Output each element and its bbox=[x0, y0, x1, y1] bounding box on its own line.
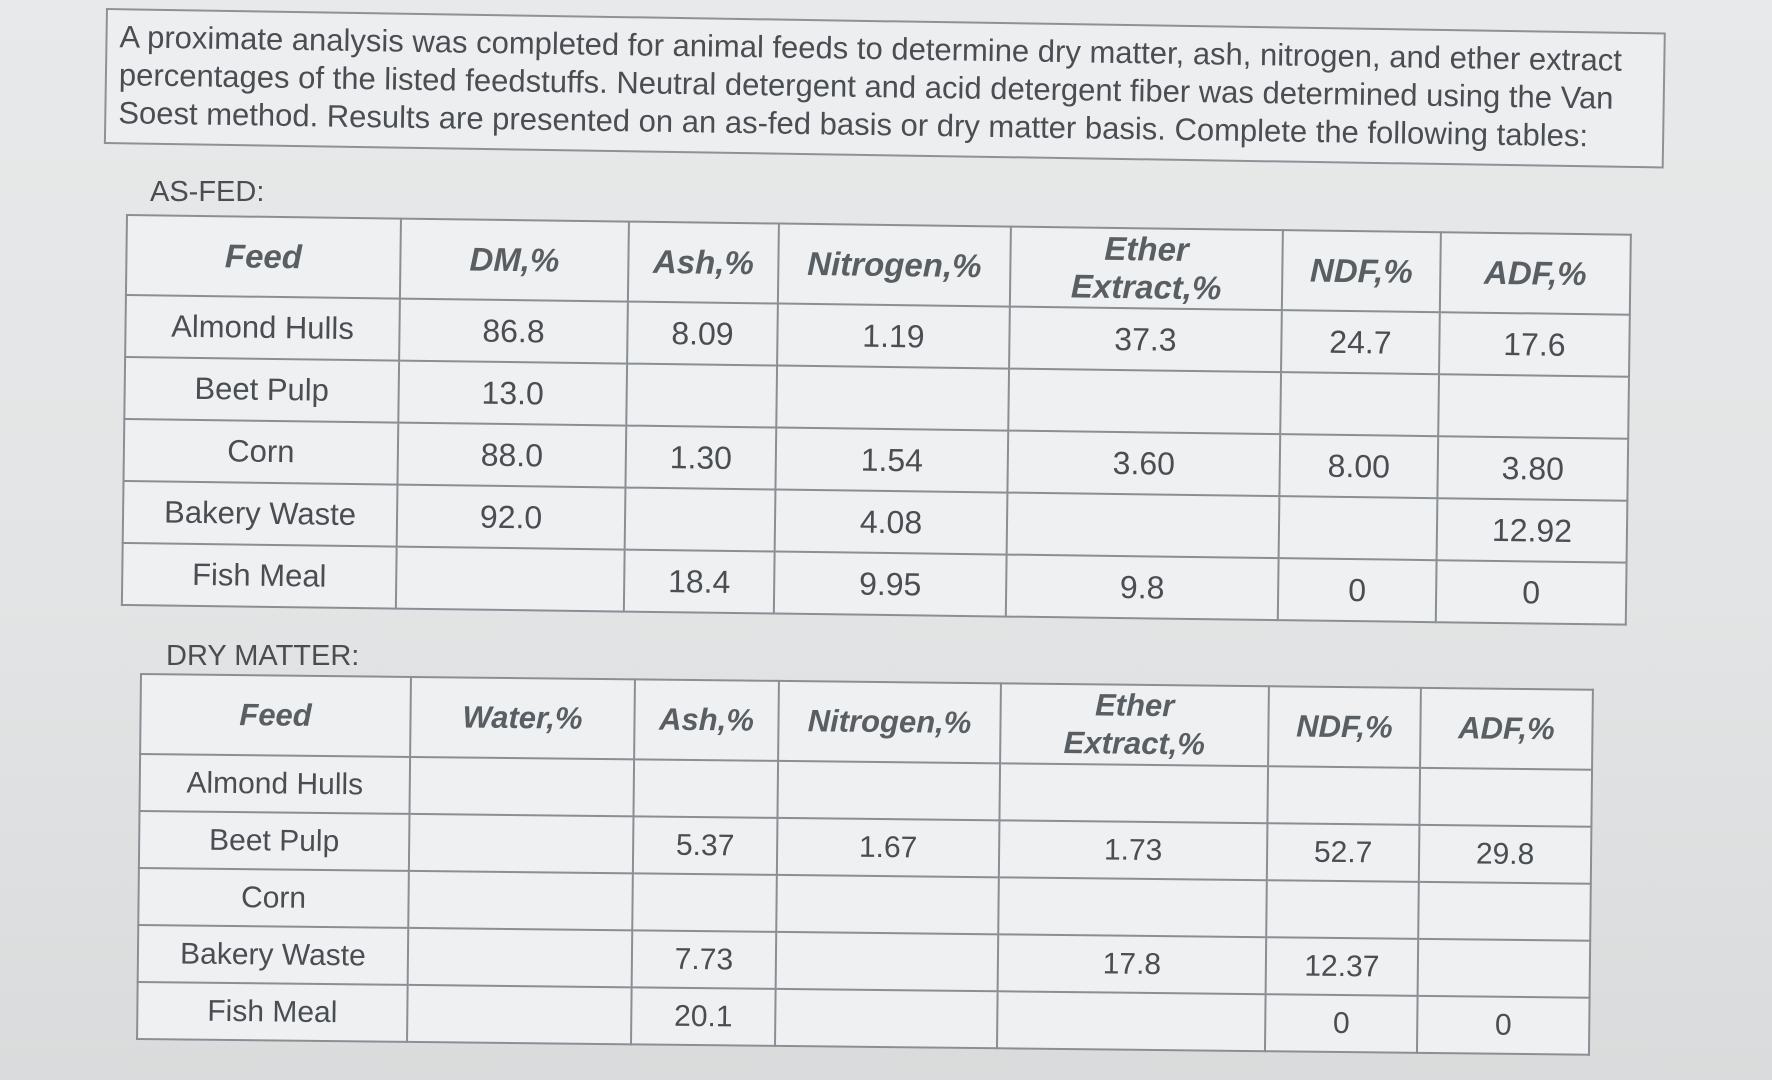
ash-cell[interactable] bbox=[633, 759, 779, 818]
ether-cell[interactable]: 37.3 bbox=[1009, 306, 1282, 373]
ash-cell[interactable] bbox=[632, 873, 777, 932]
header-adf: ADF,% bbox=[1420, 687, 1593, 770]
ash-cell[interactable]: 20.1 bbox=[631, 987, 776, 1046]
header-ndf: NDF,% bbox=[1268, 686, 1421, 768]
ash-cell[interactable]: 5.37 bbox=[632, 816, 778, 875]
water-cell[interactable] bbox=[408, 813, 634, 874]
feed-cell: Fish Meal bbox=[121, 542, 397, 609]
header-ash: Ash,% bbox=[627, 221, 779, 304]
feed-cell: Beet Pulp bbox=[138, 811, 410, 871]
ndf-cell[interactable]: 52.7 bbox=[1266, 823, 1420, 882]
ash-cell[interactable]: 8.09 bbox=[627, 301, 778, 366]
header-adf: ADF,% bbox=[1439, 232, 1631, 315]
nitrogen-cell[interactable] bbox=[775, 988, 998, 1049]
feed-cell: Almond Hulls bbox=[125, 295, 400, 361]
header-ether-extract: Ether Extract,% bbox=[1009, 226, 1283, 311]
water-cell[interactable] bbox=[407, 984, 632, 1045]
header-ether-line2: Extract,% bbox=[1070, 267, 1222, 307]
instructions-box: A proximate analysis was completed for a… bbox=[103, 8, 1666, 169]
ether-cell[interactable]: 1.73 bbox=[998, 820, 1268, 881]
header-ndf: NDF,% bbox=[1281, 230, 1441, 313]
nitrogen-cell[interactable] bbox=[777, 760, 1001, 821]
ash-cell[interactable] bbox=[626, 363, 778, 428]
ash-cell[interactable] bbox=[624, 487, 776, 552]
header-nitrogen: Nitrogen,% bbox=[777, 223, 1011, 307]
feed-cell: Bakery Waste bbox=[122, 480, 398, 547]
as-fed-table: Feed DM,% Ash,% Nitrogen,% Ether Extract,… bbox=[120, 214, 1632, 626]
nitrogen-cell[interactable] bbox=[776, 874, 999, 935]
feed-cell: Bakery Waste bbox=[137, 924, 409, 985]
nitrogen-cell[interactable]: 1.67 bbox=[776, 817, 1000, 878]
header-ether-line1: Ether bbox=[1094, 687, 1175, 724]
feed-cell: Corn bbox=[123, 418, 399, 485]
adf-cell[interactable] bbox=[1419, 767, 1593, 827]
ndf-cell[interactable]: 24.7 bbox=[1281, 310, 1440, 375]
ash-cell[interactable]: 7.73 bbox=[631, 930, 777, 989]
ndf-cell[interactable] bbox=[1278, 496, 1438, 561]
ether-cell[interactable]: 3.60 bbox=[1007, 430, 1281, 497]
adf-cell[interactable] bbox=[1418, 881, 1591, 941]
water-cell[interactable] bbox=[407, 927, 633, 988]
ether-cell[interactable] bbox=[1008, 368, 1282, 435]
header-ether-line2: Extract,% bbox=[1063, 724, 1206, 762]
ether-cell[interactable]: 9.8 bbox=[1005, 554, 1279, 621]
adf-cell[interactable]: 3.80 bbox=[1437, 436, 1629, 501]
dm-cell[interactable]: 92.0 bbox=[396, 484, 626, 550]
header-nitrogen: Nitrogen,% bbox=[778, 680, 1001, 764]
ash-cell[interactable]: 18.4 bbox=[623, 549, 775, 614]
header-feed: Feed bbox=[140, 674, 411, 757]
nitrogen-cell[interactable]: 9.95 bbox=[773, 551, 1007, 617]
dry-matter-label: DRY MATTER: bbox=[166, 640, 360, 672]
dry-matter-header-row: Feed Water,% Ash,% Nitrogen,% Ether Extra… bbox=[140, 674, 1593, 770]
nitrogen-cell[interactable] bbox=[775, 931, 999, 992]
ndf-cell[interactable]: 0 bbox=[1264, 994, 1418, 1053]
ether-cell[interactable] bbox=[1006, 492, 1280, 559]
nitrogen-cell[interactable]: 1.19 bbox=[777, 303, 1010, 369]
nitrogen-cell[interactable] bbox=[776, 365, 1010, 431]
ndf-cell[interactable]: 12.37 bbox=[1265, 937, 1419, 996]
dm-cell[interactable]: 13.0 bbox=[398, 360, 628, 426]
dm-cell[interactable] bbox=[395, 546, 625, 612]
ether-cell[interactable] bbox=[996, 991, 1266, 1052]
header-ether-extract: Ether Extract,% bbox=[1000, 683, 1269, 767]
water-cell[interactable] bbox=[408, 870, 633, 931]
ether-cell[interactable] bbox=[998, 877, 1267, 938]
adf-cell[interactable] bbox=[1438, 374, 1629, 439]
header-dm: DM,% bbox=[399, 218, 629, 302]
feed-cell: Fish Meal bbox=[137, 981, 408, 1042]
ether-cell[interactable] bbox=[999, 763, 1269, 824]
ether-cell[interactable]: 17.8 bbox=[997, 934, 1267, 995]
feed-cell: Almond Hulls bbox=[139, 754, 411, 814]
adf-cell[interactable]: 0 bbox=[1435, 560, 1627, 625]
ndf-cell[interactable]: 0 bbox=[1277, 558, 1437, 623]
dry-matter-table: Feed Water,% Ash,% Nitrogen,% Ether Extra… bbox=[136, 673, 1594, 1056]
dm-cell[interactable]: 88.0 bbox=[397, 422, 627, 488]
dm-cell[interactable]: 86.8 bbox=[399, 298, 628, 364]
header-feed: Feed bbox=[125, 215, 401, 299]
water-cell[interactable] bbox=[409, 756, 635, 817]
feed-cell: Corn bbox=[138, 867, 409, 928]
adf-cell[interactable]: 17.6 bbox=[1439, 312, 1630, 377]
ndf-cell[interactable] bbox=[1280, 372, 1440, 437]
ndf-cell[interactable] bbox=[1266, 880, 1419, 939]
adf-cell[interactable]: 12.92 bbox=[1436, 498, 1628, 563]
ndf-cell[interactable] bbox=[1267, 766, 1421, 825]
feed-cell: Beet Pulp bbox=[124, 357, 400, 423]
adf-cell[interactable] bbox=[1417, 938, 1591, 998]
nitrogen-cell[interactable]: 1.54 bbox=[775, 427, 1009, 493]
adf-cell[interactable]: 29.8 bbox=[1418, 824, 1592, 884]
as-fed-label: AS-FED: bbox=[150, 176, 265, 208]
nitrogen-cell[interactable]: 4.08 bbox=[774, 489, 1008, 555]
ash-cell[interactable]: 1.30 bbox=[625, 425, 777, 490]
header-ether-line1: Ether bbox=[1104, 229, 1190, 268]
header-ash: Ash,% bbox=[634, 679, 779, 761]
header-water: Water,% bbox=[410, 676, 635, 760]
adf-cell[interactable]: 0 bbox=[1416, 995, 1590, 1055]
ndf-cell[interactable]: 8.00 bbox=[1279, 434, 1439, 499]
